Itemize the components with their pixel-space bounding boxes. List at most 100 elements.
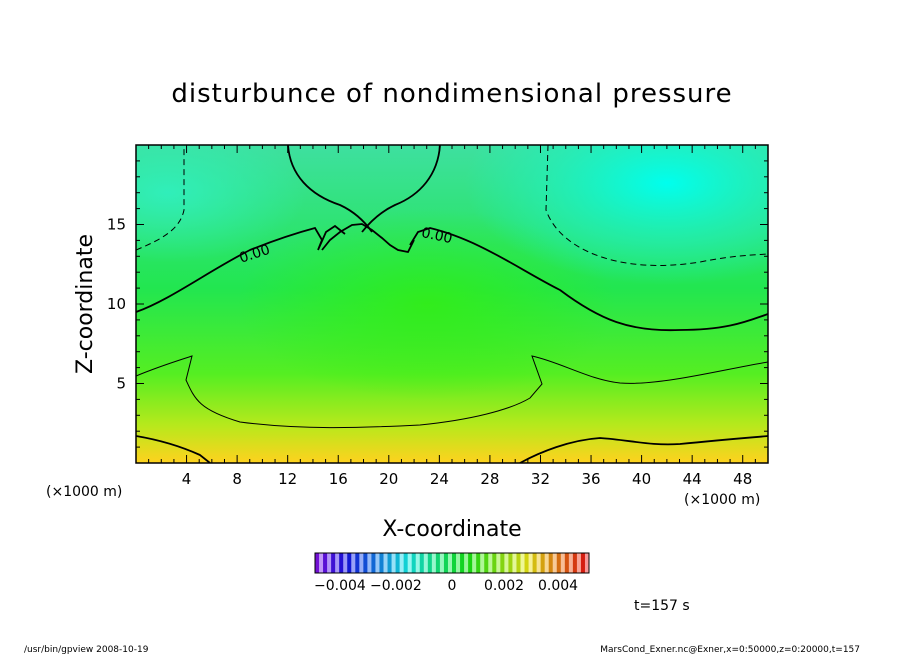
colorbar-label-pos004: 0.004: [538, 578, 578, 594]
colorbar-cell: [564, 553, 570, 573]
colorbar-cell: [468, 553, 473, 573]
colorbar-cell: [540, 553, 546, 573]
colorbar-cell: [347, 553, 352, 573]
contour-dashed-left: [136, 145, 185, 251]
colorbar-cell: [560, 553, 566, 573]
x-tick-label-44: 44: [683, 470, 702, 488]
colorbar-cell: [576, 553, 582, 573]
heatmap-field: 0.00 0.00: [136, 145, 768, 463]
x-tick-label-24: 24: [430, 470, 449, 488]
colorbar-cell: [335, 553, 340, 573]
colorbar-cell: [456, 553, 461, 573]
colorbar-cell: [399, 553, 405, 573]
colorbar-cell: [512, 553, 517, 573]
colorbar-cell: [407, 553, 413, 573]
colorbar-cell: [496, 553, 501, 573]
colorbar-cell: [504, 553, 509, 573]
contour-plume-left: [287, 145, 373, 233]
colorbar-label-pos002: 0.002: [484, 578, 524, 594]
colorbar-cell: [331, 553, 336, 573]
colorbar-cell: [532, 553, 538, 573]
colorbar-cell: [355, 553, 360, 573]
colorbar-label-neg002: −0.002: [370, 578, 422, 594]
colorbar-cell: [476, 553, 481, 573]
colorbar-frame: [314, 552, 590, 574]
colorbar-cell: [363, 553, 368, 573]
colorbar-cell: [375, 553, 380, 573]
x-tick-label-20: 20: [379, 470, 398, 488]
field-cyan-region-left: [136, 145, 768, 463]
x-tick-label-48: 48: [733, 470, 752, 488]
colorbar-cell: [536, 553, 542, 573]
colorbar-cell: [415, 553, 421, 573]
colorbar-cell: [391, 553, 397, 573]
colorbar-cell: [524, 553, 530, 573]
colorbar-cell: [439, 553, 445, 573]
time-label: t=157 s: [634, 598, 690, 614]
colorbar-cell: [548, 553, 554, 573]
x-tick-label-8: 8: [232, 470, 242, 488]
colorbar-cell: [343, 553, 348, 573]
colorbar-cell: [323, 553, 328, 573]
colorbar-cell: [387, 553, 393, 573]
contour-bottom-left: [136, 435, 211, 463]
colorbar-cell: [484, 553, 489, 573]
colorbar-cell: [492, 553, 497, 573]
colorbar-cell: [556, 553, 562, 573]
colorbar-label-zero: 0: [448, 578, 457, 594]
colorbar-cell: [452, 553, 457, 573]
colorbar-cell: [435, 553, 441, 573]
x-tick-label-36: 36: [581, 470, 600, 488]
y-tick-label-15: 15: [107, 216, 126, 234]
colorbar-cell: [371, 553, 376, 573]
colorbar-cell: [419, 553, 425, 573]
colorbar-cell: [460, 553, 465, 573]
footer-left: /usr/bin/gpview 2008-10-19: [24, 645, 149, 654]
colorbar-cell: [403, 553, 409, 573]
colorbar-cell: [544, 553, 550, 573]
colorbar-cell: [488, 553, 493, 573]
x-unit-right: (×1000 m): [684, 492, 760, 508]
colorbar-cell: [383, 553, 389, 573]
colorbar-cell: [568, 553, 574, 573]
contour-center-junction: [321, 223, 415, 254]
x-tick-marks: [148, 145, 756, 463]
contour-zero-right: [409, 227, 768, 332]
colorbar-cell: [411, 553, 417, 573]
colorbar-cell: [528, 553, 534, 573]
colorbar-cell: [395, 553, 401, 573]
colorbar-cell: [480, 553, 485, 573]
colorbar-cell: [427, 553, 433, 573]
colorbar-cell: [447, 553, 453, 573]
chart-title: disturbunce of nondimensional pressure: [171, 79, 732, 109]
colorbar: [315, 553, 590, 573]
colorbar-cell: [327, 553, 332, 573]
colorbar-cell: [516, 553, 521, 573]
contour-label-right: 0.00: [420, 225, 454, 247]
colorbar-cell: [359, 553, 364, 573]
colorbar-cell: [367, 553, 372, 573]
x-axis-label: X-coordinate: [382, 517, 521, 542]
colorbar-cell: [580, 553, 586, 573]
colorbar-cell: [552, 553, 558, 573]
x-tick-label-4: 4: [182, 470, 192, 488]
x-tick-label-16: 16: [329, 470, 348, 488]
colorbar-cell: [520, 553, 526, 573]
colorbar-cell: [443, 553, 449, 573]
colorbar-cell: [500, 553, 505, 573]
colorbar-cell: [351, 553, 356, 573]
colorbar-cell: [472, 553, 477, 573]
colorbar-cell: [339, 553, 344, 573]
colorbar-cell: [464, 553, 469, 573]
colorbar-cell: [584, 553, 590, 573]
colorbar-cell: [315, 553, 320, 573]
x-tick-label-28: 28: [480, 470, 499, 488]
contour-zero-left: [136, 224, 346, 313]
colorbar-cell: [508, 553, 513, 573]
colorbar-label-neg004: −0.004: [314, 578, 366, 594]
x-tick-labels: 4 8 12 16 20 24 28 32 36 40 44 48: [182, 470, 752, 488]
colorbar-cell: [572, 553, 578, 573]
contour-inner-thin: [136, 355, 768, 429]
colorbar-cell: [423, 553, 429, 573]
